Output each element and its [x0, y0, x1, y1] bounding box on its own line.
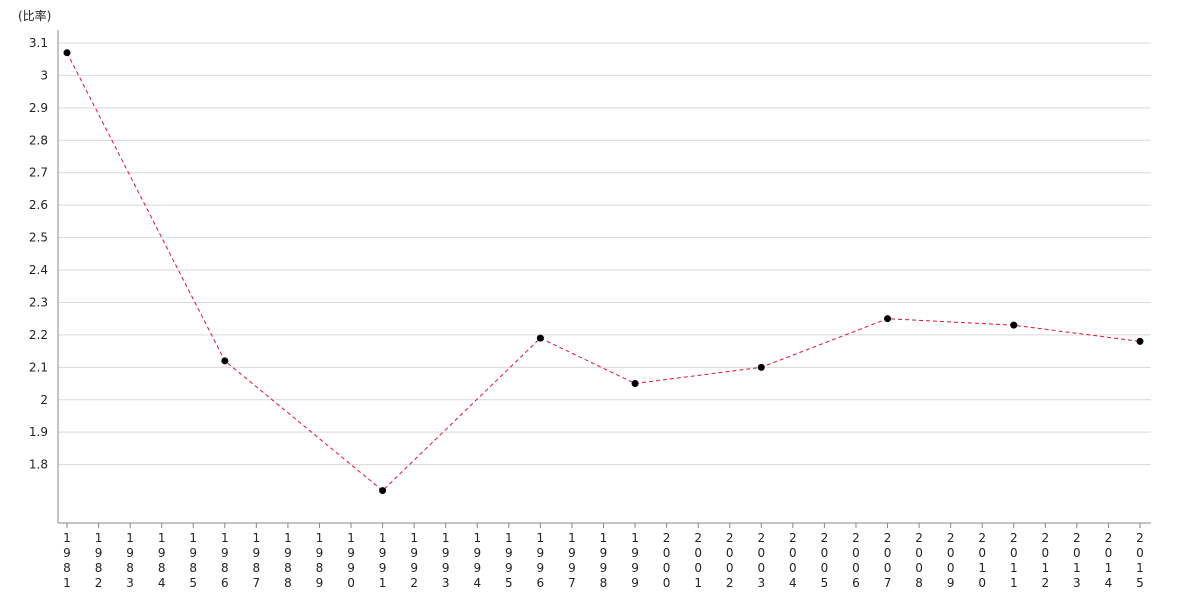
y-tick-label: 2.4 [29, 263, 48, 277]
y-tick-label: 3 [40, 68, 48, 82]
y-tick-labels: 1.8 1.9 2 2.1 2.2 2.3 2.4 2.5 2.6 2.7 2.8 2.9 3 3.1 [29, 36, 48, 472]
data-point [1010, 321, 1018, 329]
data-point [379, 487, 387, 495]
y-tick-label: 2.7 [29, 166, 48, 180]
y-tick-label: 2.6 [29, 198, 48, 212]
y-tick-label: 1.9 [29, 425, 48, 439]
y-tick-label: 2.3 [29, 295, 48, 309]
data-point [631, 380, 639, 388]
series-layer [63, 49, 1144, 495]
x-tick-labels: 1 9 8 1 1 9 8 2 1 9 8 3 1 9 8 4 1 9 8 5 1 9 8 6 1 9 8 7 1 9 8 8 1 9 8 9 1 9 9 0… [63, 531, 1144, 590]
y-tick-label: 3.1 [29, 36, 48, 50]
y-tick-label: 2 [40, 393, 48, 407]
data-point [63, 49, 71, 57]
y-tick-label: 1.8 [29, 458, 48, 472]
axes [57, 30, 1151, 528]
y-tick-label: 2.2 [29, 328, 48, 342]
grid-lines [58, 42, 1151, 466]
data-point [1136, 337, 1144, 345]
y-axis-label: (比率) [18, 8, 51, 23]
y-tick-label: 2.1 [29, 360, 48, 374]
y-tick-label: 2.8 [29, 133, 48, 147]
y-tick-label: 2.9 [29, 101, 48, 115]
data-point [536, 334, 544, 342]
series-line [66, 52, 1141, 492]
y-tick-label: 2.5 [29, 231, 48, 245]
data-point [221, 357, 229, 365]
data-point [757, 363, 765, 371]
data-point [884, 315, 892, 323]
